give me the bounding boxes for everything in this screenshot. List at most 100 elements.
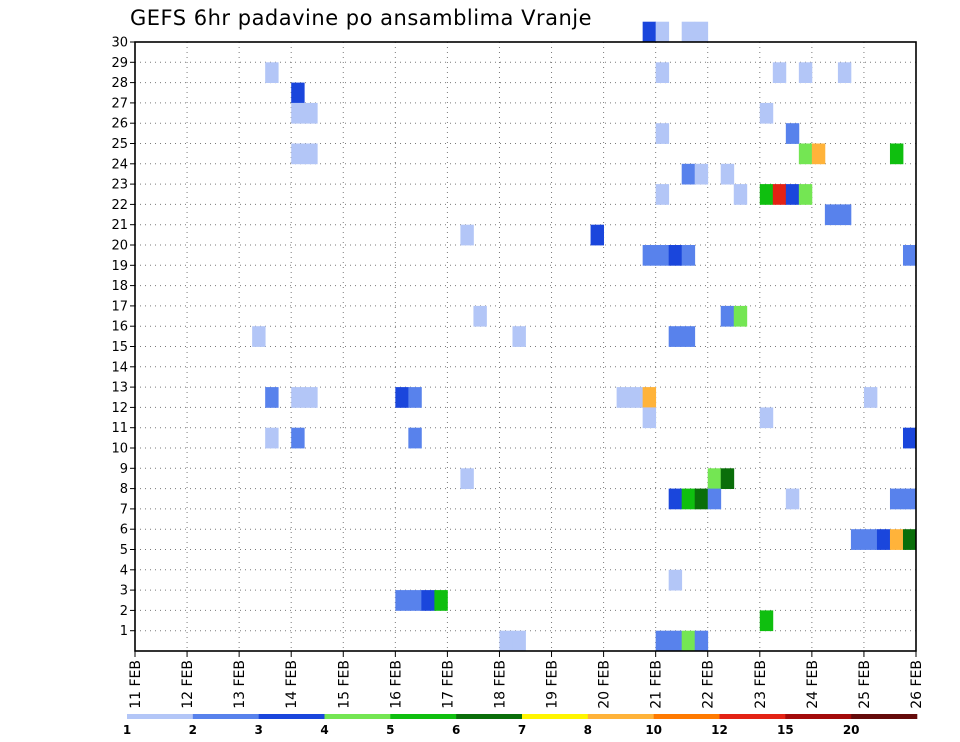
heatmap-cell <box>694 630 709 652</box>
x-tick-label: 16 FEB <box>388 660 404 709</box>
heatmap-cell <box>733 305 748 327</box>
chart-title: GEFS 6hr padavine po ansamblima Vranje <box>130 6 593 30</box>
x-tick-label: 14 FEB <box>284 660 300 709</box>
color-bar-label: 20 <box>843 723 860 737</box>
heatmap-cell <box>655 62 670 83</box>
heatmap-cell <box>395 387 409 408</box>
color-bar-segment <box>653 714 720 719</box>
color-bar-label: 8 <box>584 723 592 737</box>
heatmap-cell <box>720 468 735 489</box>
color-bar-label: 3 <box>254 723 262 737</box>
heatmap-cell <box>642 387 657 408</box>
y-tick-label: 16 <box>111 320 128 335</box>
heatmap-cell <box>837 204 852 226</box>
color-bar-segment <box>456 714 523 719</box>
heatmap-cell <box>655 184 670 205</box>
y-tick-label: 20 <box>111 239 128 254</box>
x-tick-label: 21 FEB <box>649 660 665 709</box>
heatmap-cell <box>707 468 722 489</box>
heatmap-cell <box>759 102 774 124</box>
y-tick-label: 19 <box>111 259 128 274</box>
heatmap-cell <box>291 102 305 124</box>
y-tick-label: 26 <box>111 117 128 132</box>
color-bar-segment <box>522 714 589 719</box>
heatmap-cell <box>291 82 305 104</box>
heatmap-cell <box>265 62 279 83</box>
heatmap-cell <box>408 590 422 611</box>
heatmap-cell <box>590 224 604 246</box>
y-tick-label: 5 <box>120 543 128 558</box>
y-tick-label: 24 <box>111 157 128 172</box>
cells-layer <box>252 21 917 652</box>
heatmap-cell <box>499 630 513 652</box>
heatmap-cell <box>304 102 318 124</box>
heatmap-cell <box>863 387 878 408</box>
heatmap-cell <box>460 468 474 489</box>
color-bar-segment <box>324 714 391 719</box>
heatmap-cell <box>642 407 657 429</box>
heatmap-cell <box>408 387 422 408</box>
y-tick-label: 9 <box>120 462 128 477</box>
heatmap-cell <box>434 590 448 611</box>
x-tick-label: 15 FEB <box>336 660 352 709</box>
x-tick-label: 24 FEB <box>805 660 821 709</box>
y-tick-label: 12 <box>111 401 128 416</box>
heatmap-cell <box>902 488 917 510</box>
color-bar-label: 6 <box>452 723 460 737</box>
y-tick-label: 22 <box>111 198 128 213</box>
heatmap-cell <box>668 488 683 510</box>
heatmap-cell <box>720 305 735 327</box>
y-tick-label: 1 <box>120 624 128 639</box>
heatmap-cell <box>902 427 917 449</box>
y-axis: 1234567891011121314151617181920212223242… <box>111 36 135 639</box>
y-tick-label: 10 <box>111 442 128 457</box>
heatmap-cell <box>655 21 670 43</box>
x-axis: 11 FEB 12 FEB 13 FEB 14 FEB 15 FEB 16 FEB 17 F… <box>128 651 925 709</box>
heatmap-cell <box>824 204 839 226</box>
heatmap-cell <box>785 123 800 144</box>
y-tick-label: 17 <box>111 299 128 314</box>
heatmap-cell <box>642 245 657 266</box>
heatmap-cell <box>616 387 631 408</box>
y-tick-label: 3 <box>120 584 128 599</box>
heatmap-cell <box>694 21 709 43</box>
y-tick-label: 13 <box>111 381 128 396</box>
heatmap-cell <box>655 245 670 266</box>
y-tick-label: 2 <box>120 604 128 619</box>
y-tick-label: 11 <box>111 421 128 436</box>
heatmap-cell <box>681 21 696 43</box>
color-bar-label: 2 <box>189 723 197 737</box>
heatmap-cell <box>902 245 917 266</box>
heatmap-cell <box>707 488 722 510</box>
heatmap-cell <box>798 143 813 165</box>
color-bar-label: 4 <box>320 723 328 737</box>
heatmap-cell <box>291 427 305 449</box>
color-bar-segment <box>587 714 654 719</box>
color-bar-segment <box>390 714 457 719</box>
heatmap-cell <box>512 630 526 652</box>
x-tick-label: 18 FEB <box>492 660 508 709</box>
color-bar: 1 2 3 4 5 6 7 8 10 12 15 20 <box>123 714 918 737</box>
heatmap-cell <box>720 163 735 185</box>
y-tick-label: 29 <box>111 56 128 71</box>
x-tick-label: 20 FEB <box>597 660 613 709</box>
heatmap-cell <box>265 387 279 408</box>
heatmap-cell <box>629 387 644 408</box>
heatmap-cell <box>889 488 904 510</box>
heatmap-cell <box>291 143 305 165</box>
y-tick-label: 30 <box>111 36 128 51</box>
y-tick-label: 14 <box>111 360 128 375</box>
x-tick-label: 19 FEB <box>545 660 561 709</box>
x-tick-label: 23 FEB <box>753 660 769 709</box>
heatmap-cell <box>512 326 526 347</box>
heatmap-cell <box>655 123 670 144</box>
heatmap-cell <box>655 630 670 652</box>
color-bar-segment <box>719 714 786 719</box>
color-bar-segment <box>192 714 259 719</box>
heatmap-cell <box>291 387 305 408</box>
color-bar-segment <box>851 714 918 719</box>
heatmap-cell <box>850 529 865 550</box>
heatmap-cell <box>798 184 813 205</box>
heatmap-cell <box>668 569 683 591</box>
